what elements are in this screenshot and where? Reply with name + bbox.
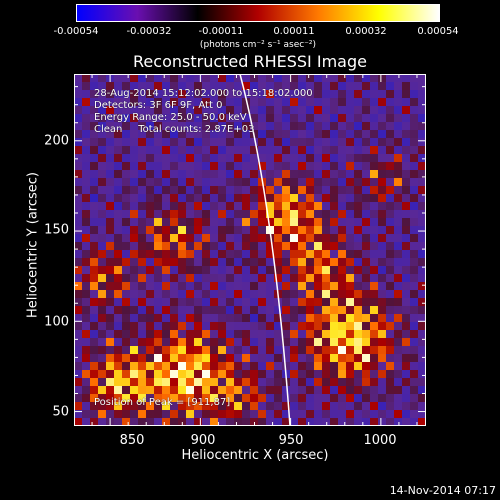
- colorbar-label-0: -0.00054: [53, 26, 99, 37]
- y-axis-label: Heliocentric Y (arcsec): [25, 172, 41, 318]
- info-time-range: 28-Aug-2014 15:12:02.000 to 15:18:02.000: [94, 88, 313, 99]
- solar-limb: [239, 74, 291, 426]
- x-axis-label: Heliocentric X (arcsec): [181, 448, 329, 463]
- plot-timestamp: 14-Nov-2014 07:17: [389, 484, 496, 497]
- image-pixels: [74, 74, 426, 426]
- plot-frame: [74, 74, 426, 426]
- y-tick-label: 200: [44, 133, 69, 149]
- axis-ticks: [74, 74, 426, 426]
- x-tick-label: 1000: [363, 433, 397, 448]
- info-peak-position: Position of Peak = [911,87]: [94, 397, 231, 408]
- x-tick-label: 900: [190, 433, 216, 448]
- colorbar-label-3: 0.00011: [273, 26, 315, 37]
- info-detectors: Detectors: 3F 6F 9F, Att 0: [94, 100, 223, 111]
- y-tick-label: 150: [44, 222, 69, 238]
- colorbar-label-2: -0.00011: [198, 26, 244, 37]
- colorbar-label-4: 0.00032: [345, 26, 387, 37]
- colorbar: [76, 4, 440, 22]
- info-energy-range: Energy Range: 25.0 - 50.0 keV: [94, 112, 247, 123]
- colorbar-label-5: 0.00054: [417, 26, 459, 37]
- info-method-counts: Clean Total counts: 2.87E+03: [94, 124, 255, 135]
- x-tick-label: 950: [278, 433, 304, 448]
- y-tick-label: 100: [44, 314, 69, 330]
- x-tick-label: 850: [119, 433, 145, 448]
- colorbar-label-1: -0.00032: [126, 26, 172, 37]
- colorbar-units: (photons cm⁻² s⁻¹ asec⁻²): [199, 40, 317, 50]
- rhessi-image: [74, 74, 426, 426]
- plot-title: Reconstructed RHESSI Image: [133, 52, 367, 71]
- y-tick-label: 50: [52, 404, 69, 420]
